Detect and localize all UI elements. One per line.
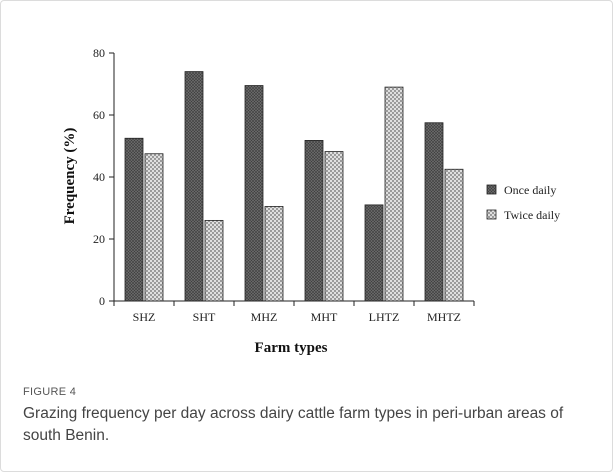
legend-label-twice: Twice daily <box>504 208 560 222</box>
bar-once-daily-lhtz <box>364 204 384 302</box>
figure-label: FIGURE 4 <box>23 386 77 398</box>
legend-swatch-twice <box>486 209 497 220</box>
bar-once-daily-shz <box>124 137 144 302</box>
x-axis-title: Farm types <box>255 340 328 356</box>
y-tick-label: 80 <box>93 46 105 60</box>
x-tick-label: LHTZ <box>369 310 400 324</box>
bar-twice-daily-sht <box>204 219 224 302</box>
x-tick-label: MHZ <box>251 310 278 324</box>
bar-twice-daily-mhz <box>264 206 284 302</box>
bar-twice-daily-mht <box>324 151 344 302</box>
y-tick-label: 40 <box>93 170 105 184</box>
y-axis-title: Frequency (%) <box>62 128 78 225</box>
legend: Once daily Twice daily <box>486 183 560 222</box>
y-tick-label: 60 <box>93 108 105 122</box>
x-tick-label: MHT <box>311 310 338 324</box>
bar-once-daily-sht <box>184 71 204 302</box>
bar-once-daily-mhz <box>244 85 264 302</box>
y-tick-label: 0 <box>99 294 105 308</box>
legend-label-once: Once daily <box>504 183 556 197</box>
x-tick-label: SHT <box>193 310 216 324</box>
x-tick-label: MHTZ <box>427 310 461 324</box>
bar-twice-daily-shz <box>144 153 164 302</box>
figure-caption: Grazing frequency per day across dairy c… <box>23 405 564 444</box>
bar-chart: 0 20 40 60 80 SHZ SHT MHZ MHT LHTZ MHTZ Frequency … <box>62 46 560 356</box>
bar-twice-daily-lhtz <box>384 86 404 302</box>
y-tick-label: 20 <box>93 232 105 246</box>
legend-swatch-once <box>486 184 497 195</box>
x-tick-label: SHZ <box>133 310 156 324</box>
bar-once-daily-mht <box>304 140 324 302</box>
bar-once-daily-mhtz <box>424 122 444 302</box>
bar-twice-daily-mhtz <box>444 168 464 302</box>
